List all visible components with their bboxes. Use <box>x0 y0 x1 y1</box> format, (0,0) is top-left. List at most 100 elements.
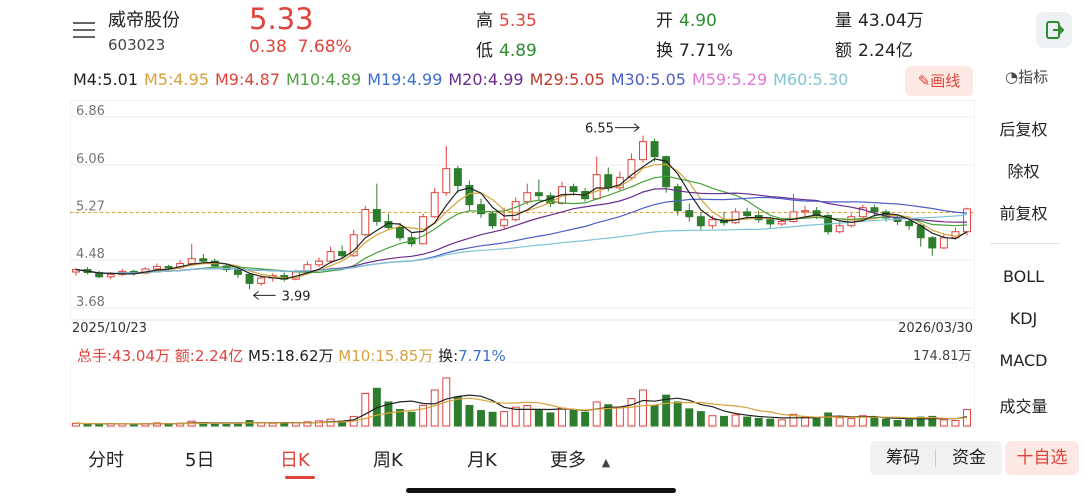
volume-bar <box>824 412 833 427</box>
volume-amount: 额:2.24亿 <box>174 347 244 365</box>
candle-body <box>234 269 242 275</box>
ma-legend-item: M5:4.95 <box>144 70 209 89</box>
volume-bar <box>153 422 161 427</box>
stat-turnover: 换 7.71% <box>656 36 733 61</box>
stat-low: 低 4.89 <box>476 36 537 61</box>
volume-ma-line <box>75 397 968 425</box>
draw-line-button[interactable]: ✎画线 <box>905 66 973 96</box>
indicator-button[interactable]: ◔指标 <box>1005 66 1048 87</box>
y-tick-label: 5.27 <box>76 200 105 215</box>
funds-button[interactable]: 资金 <box>952 448 986 468</box>
volume-bar <box>743 416 752 427</box>
candle-body <box>477 204 485 215</box>
volume-bar <box>662 394 671 427</box>
volume-ma10: M10:15.85万 <box>338 347 434 365</box>
price-change: 0.38 7.68% <box>249 37 352 57</box>
y-tick-label: 3.68 <box>76 295 105 310</box>
candle-body <box>766 219 775 225</box>
tab-more[interactable]: 更多 ▲ <box>550 446 610 472</box>
volume-bar <box>835 417 844 427</box>
stat-value: 4.90 <box>679 11 717 31</box>
volume-bar <box>419 404 428 427</box>
candle-body <box>905 221 914 227</box>
tab-5day[interactable]: 5日 <box>185 450 215 471</box>
side-item-macd[interactable]: MACD <box>999 351 1048 370</box>
volume-bar <box>523 404 532 427</box>
candle-body <box>396 227 404 239</box>
candle-body <box>72 269 80 273</box>
ma-legend-item: M59:5.29 <box>691 70 768 89</box>
candle-body <box>222 265 231 271</box>
candle-body <box>442 168 451 194</box>
side-item-kdj[interactable]: KDJ <box>1009 309 1038 328</box>
candle-body <box>500 219 509 227</box>
side-item-ex-rights[interactable]: 除权 <box>1007 162 1040 181</box>
chips-button[interactable]: 筹码 <box>886 448 920 468</box>
volume-bar <box>592 401 601 427</box>
volume-bar <box>488 411 497 427</box>
caret-up-icon: ▲ <box>601 456 611 469</box>
candlestick-chart[interactable]: 6.86 6.06 5.27 4.48 3.68 6.55 3.99 2025/10/23 20… <box>70 100 975 336</box>
ma-line <box>75 196 968 274</box>
low-price-label: 3.99 <box>282 289 311 304</box>
volume-bar <box>673 401 682 427</box>
candle-body <box>106 273 115 278</box>
volume-bar <box>650 404 659 427</box>
volume-bar <box>766 418 775 427</box>
ma-legend-item: M4:5.01 <box>73 70 138 89</box>
volume-bar <box>72 422 80 427</box>
volume-bar <box>928 415 937 427</box>
volume-bar <box>905 419 914 427</box>
price-change-value: 0.38 <box>249 37 287 57</box>
candle-body <box>847 216 856 227</box>
volume-bar <box>558 407 566 427</box>
volume-bar <box>627 398 636 427</box>
volume-bar <box>754 417 763 427</box>
volume-bar <box>453 396 462 427</box>
candle-body <box>164 266 173 269</box>
candle-body <box>511 201 520 221</box>
side-item-boll[interactable]: BOLL <box>1002 267 1045 286</box>
bottom-button-group <box>870 441 1002 475</box>
volume-bar <box>731 414 740 427</box>
side-item-pre-adjusted[interactable]: 前复权 <box>999 204 1048 223</box>
ma-legend-item: M30:5.05 <box>610 70 686 89</box>
volume-bar <box>720 415 728 427</box>
candle-body <box>419 216 428 245</box>
tab-weekly-k[interactable]: 周K <box>373 450 403 471</box>
tab-intraday[interactable]: 分时 <box>88 450 124 471</box>
start-date-label: 2025/10/23 <box>72 321 147 336</box>
volume-chart[interactable] <box>70 362 975 428</box>
candle-body <box>928 237 937 249</box>
stat-open: 开 4.90 <box>656 6 717 31</box>
candle-body <box>673 186 682 212</box>
tab-monthly-k[interactable]: 月K <box>467 450 497 471</box>
volume-bar <box>534 410 543 427</box>
candle-body <box>731 211 740 224</box>
volume-bar <box>361 392 370 427</box>
volume-bar <box>315 420 323 427</box>
volume-bar <box>511 406 520 427</box>
candle-body <box>743 211 752 217</box>
stat-amount: 额 2.24亿 <box>835 36 913 61</box>
add-watchlist-button[interactable]: 十自选 <box>1005 441 1079 475</box>
tab-daily-k[interactable]: 日K <box>280 450 310 471</box>
tab-more-label: 更多 <box>550 450 586 471</box>
volume-bar <box>951 420 960 427</box>
side-item-volume[interactable]: 成交量 <box>999 397 1048 416</box>
volume-bar <box>500 411 509 427</box>
candle-body <box>615 177 624 189</box>
export-button[interactable] <box>1036 12 1072 48</box>
candle-body <box>315 260 323 266</box>
volume-bar <box>639 389 647 427</box>
menu-icon[interactable] <box>73 22 95 40</box>
volume-bar <box>847 417 856 427</box>
volume-bar <box>615 406 624 427</box>
volume-bar <box>465 404 474 427</box>
volume-bar <box>303 421 312 427</box>
side-item-post-adjusted[interactable]: 后复权 <box>999 120 1048 139</box>
candle-body <box>245 273 254 284</box>
high-price-label: 6.55 <box>585 122 614 137</box>
stat-value: 4.89 <box>499 41 537 61</box>
candle-body <box>777 221 786 225</box>
